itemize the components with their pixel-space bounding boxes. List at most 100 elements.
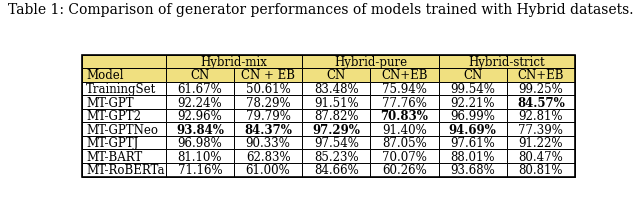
Bar [507,136,575,150]
Bar [83,150,166,163]
Bar [302,163,371,177]
Text: CN: CN [463,69,483,82]
Text: 91.51%: 91.51% [314,96,358,109]
Bar [166,109,234,123]
Text: 99.54%: 99.54% [451,83,495,96]
Text: 77.76%: 77.76% [382,96,427,109]
Text: 62.83%: 62.83% [246,150,291,163]
Text: 61.00%: 61.00% [246,163,291,176]
Text: Hybrid-strict: Hybrid-strict [468,56,545,68]
Bar [438,82,507,96]
Text: 97.61%: 97.61% [451,137,495,149]
Bar [302,150,371,163]
Bar [83,55,166,69]
Text: CN + EB: CN + EB [241,69,295,82]
Text: 75.94%: 75.94% [382,83,427,96]
Text: MT-BART: MT-BART [86,150,142,163]
Bar [438,109,507,123]
Bar [371,163,438,177]
Bar [302,136,371,150]
Bar [371,136,438,150]
Text: 99.25%: 99.25% [518,83,563,96]
Text: 92.81%: 92.81% [518,109,563,122]
Bar [438,96,507,109]
Bar [371,150,438,163]
Text: 93.68%: 93.68% [451,163,495,176]
Bar [302,55,438,69]
Bar [83,82,166,96]
Text: MT-RoBERTa: MT-RoBERTa [86,163,164,176]
Bar [302,109,371,123]
Bar [234,150,302,163]
Text: 93.84%: 93.84% [176,123,224,136]
Text: 92.21%: 92.21% [451,96,495,109]
Bar [166,96,234,109]
Text: MT-GPT2: MT-GPT2 [86,109,141,122]
Text: Table 1: Comparison of generator performances of models trained with Hybrid data: Table 1: Comparison of generator perform… [8,3,633,17]
Bar [166,150,234,163]
Bar [166,69,234,82]
Text: 84.37%: 84.37% [244,123,292,136]
Bar [234,136,302,150]
Bar [83,109,166,123]
Bar [166,82,234,96]
Text: 60.26%: 60.26% [382,163,427,176]
Text: 92.24%: 92.24% [177,96,222,109]
Text: 87.05%: 87.05% [382,137,427,149]
Bar [507,69,575,82]
Bar [507,96,575,109]
Bar [438,150,507,163]
Text: CN+EB: CN+EB [381,69,428,82]
Text: MT-GPT: MT-GPT [86,96,134,109]
Text: Hybrid-mix: Hybrid-mix [200,56,268,68]
Bar [166,136,234,150]
Text: 96.99%: 96.99% [451,109,495,122]
Bar [371,82,438,96]
Text: 91.40%: 91.40% [382,123,427,136]
Text: 81.10%: 81.10% [178,150,222,163]
Text: CN: CN [190,69,209,82]
Text: 90.33%: 90.33% [246,137,291,149]
Bar [234,163,302,177]
Text: 80.47%: 80.47% [518,150,563,163]
Bar [83,163,166,177]
Bar [234,69,302,82]
Bar [371,96,438,109]
Bar [438,55,575,69]
Bar [302,82,371,96]
Text: 84.66%: 84.66% [314,163,358,176]
Text: 80.81%: 80.81% [518,163,563,176]
Bar [234,82,302,96]
Text: 78.29%: 78.29% [246,96,291,109]
Text: 77.39%: 77.39% [518,123,563,136]
Text: 70.07%: 70.07% [382,150,427,163]
Bar [83,55,575,177]
Text: 50.61%: 50.61% [246,83,291,96]
Bar [166,55,302,69]
Text: 70.83%: 70.83% [381,109,428,122]
Text: 84.57%: 84.57% [517,96,564,109]
Text: 91.22%: 91.22% [518,137,563,149]
Text: 61.67%: 61.67% [177,83,222,96]
Bar [507,123,575,136]
Bar [438,136,507,150]
Text: 88.01%: 88.01% [451,150,495,163]
Bar [302,123,371,136]
Bar [507,150,575,163]
Text: Model: Model [86,69,124,82]
Text: 85.23%: 85.23% [314,150,358,163]
Bar [507,109,575,123]
Text: CN: CN [326,69,346,82]
Bar [83,69,166,82]
Bar [371,123,438,136]
Text: 92.96%: 92.96% [177,109,222,122]
Text: 96.98%: 96.98% [177,137,222,149]
Bar [371,69,438,82]
Text: 83.48%: 83.48% [314,83,358,96]
Text: 71.16%: 71.16% [177,163,222,176]
Bar [83,136,166,150]
Bar [302,96,371,109]
Bar [234,109,302,123]
Bar [166,123,234,136]
Bar [438,163,507,177]
